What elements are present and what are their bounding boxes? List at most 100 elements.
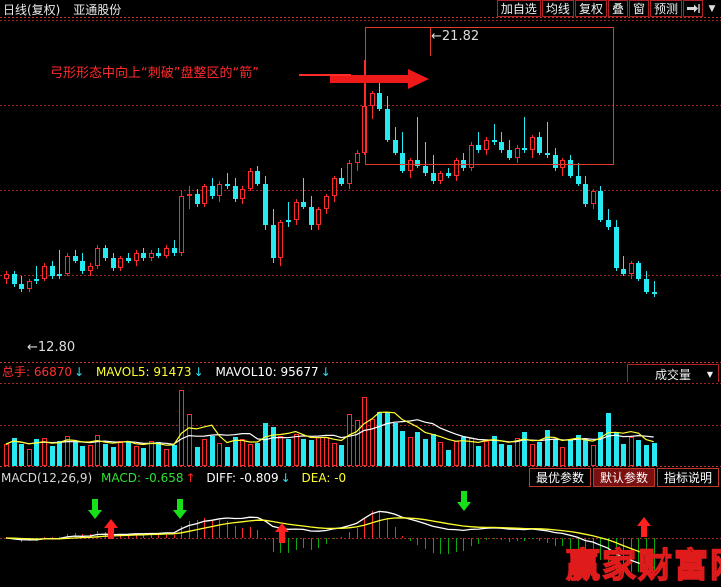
macd-histogram-bar [280,538,282,554]
volume-info-row: 总手: 66870 ↓ MAVOL5: 91473 ↓ MAVOL10: 95677… [2,365,331,379]
overlay-button[interactable]: 叠 [607,0,628,17]
volume-bar [26,448,32,466]
volume-bar [217,443,223,466]
volume-bar [141,447,147,466]
macd-histogram-bar [66,533,68,538]
volume-bar [628,437,634,466]
volume-bar [484,440,490,466]
macd-histogram-bar [318,538,320,548]
low-price-label: ←12.80 [27,340,76,355]
moving-average-button[interactable]: 均线 [541,0,574,17]
macd-histogram-bar [219,519,221,538]
volume-bar [552,439,558,466]
price-chart-pane[interactable]: 弓形形态中向上“刺破”盘整区的“箭” ←21.82 ←12.80 [0,18,721,358]
volume-bar [560,447,566,466]
macd-histogram-bar [74,532,76,538]
volume-bar [278,435,284,466]
chevron-down-icon[interactable]: ▼ [704,0,720,17]
volume-bar [339,444,345,466]
macd-arrow-up-icon: ↑ [185,471,196,485]
macd-histogram-bar [440,538,442,555]
mavol5-arrow-down-icon: ↓ [193,365,204,379]
annotation-connector-line [299,74,351,76]
volume-bar [171,444,177,466]
macd-histogram-bar [455,538,457,552]
macd-histogram-bar [287,538,289,554]
add-watchlist-button[interactable]: 加自选 [496,0,541,17]
sell-signal-arrow-icon [457,491,471,515]
volume-bar [636,439,642,466]
macd-histogram-bar [447,538,449,555]
high-price-marker-line [430,28,431,56]
macd-histogram-bar [158,535,160,538]
macd-params-label: MACD(12,26,9) [1,471,93,485]
macd-histogram-bar [356,527,358,538]
macd-histogram-bar [242,528,244,538]
volume-bar [19,444,25,466]
volume-bar [369,418,375,466]
macd-histogram-bar [379,511,381,538]
volume-bar [270,426,276,466]
gridline [0,425,721,426]
indicator-help-button[interactable]: 指标说明 [656,468,719,487]
volume-bar [34,439,40,466]
volume-bar [49,445,55,466]
volume-bar [583,438,589,466]
adjusted-price-button[interactable]: 复权 [574,0,607,17]
macd-histogram-bar [59,537,61,538]
volume-chart-pane[interactable] [0,382,721,466]
diff-value: -0.809 [239,471,279,485]
macd-histogram-bar [211,519,213,538]
volume-bar [194,447,200,466]
buy-signal-arrow-icon [104,519,118,543]
jump-to-latest-icon[interactable] [683,0,703,17]
volume-bar [103,443,109,466]
volume-bar [506,445,512,466]
volume-bar [438,441,444,466]
gridline [0,105,721,106]
macd-histogram-bar [341,536,343,538]
volume-bar [110,447,116,466]
macd-histogram-bar [470,538,472,546]
macd-histogram-bar [394,526,396,538]
forecast-button[interactable]: 预测 [649,0,682,17]
buy-signal-arrow-icon [637,517,651,541]
buy-signal-arrow-icon [275,523,289,547]
macd-histogram-bar [508,538,510,542]
volume-bar [514,438,520,466]
default-params-button[interactable]: 默认参数 [592,468,655,487]
macd-histogram-bar [226,521,228,538]
mavol10-label: MAVOL10 [215,365,273,379]
volume-indicator-selector[interactable]: 成交量 ▼ [627,364,719,384]
volume-bar [651,443,657,466]
volume-arrow-down-icon: ↓ [74,365,85,379]
macd-histogram-bar [234,526,236,538]
volume-bar [293,433,299,466]
mavol10-value: 95677 [280,365,319,379]
optimal-params-button[interactable]: 最优参数 [528,468,591,487]
macd-histogram-bar [600,538,602,561]
macd-histogram-bar [105,531,107,538]
volume-bar [590,445,596,466]
macd-histogram-bar [402,536,404,538]
volume-pane-divider [0,362,721,363]
macd-histogram-bar [638,538,640,573]
volume-bar [209,436,215,466]
macd-chart-pane[interactable] [0,489,721,586]
macd-value: -0.658 [144,471,184,485]
volume-bar [80,445,86,466]
sell-signal-arrow-icon [173,499,187,523]
macd-histogram-bar [295,538,297,550]
macd-histogram-bar [486,538,488,541]
macd-histogram-bar [554,538,556,546]
window-button[interactable]: 窗 [628,0,649,17]
diff-arrow-down-icon: ↓ [280,471,291,485]
volume-bar [263,422,269,466]
volume-bar [567,439,573,466]
volume-bar [57,441,63,466]
volume-bar [224,447,230,466]
mavol5-value: 91473 [153,365,192,379]
volume-bar [285,438,291,466]
volume-bar [354,419,360,466]
gridline [0,190,721,191]
